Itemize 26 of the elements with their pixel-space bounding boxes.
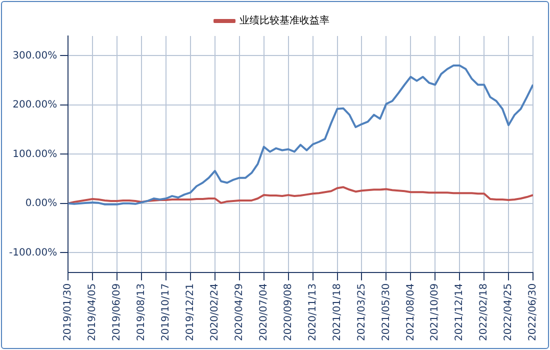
x-tick-label: 2021/01/18 [332, 283, 343, 342]
x-tick-label: 2021/08/04 [405, 283, 416, 342]
x-tick-label: 2021/12/14 [454, 283, 466, 342]
x-tick-label: 2019/08/13 [136, 283, 148, 342]
x-tick-label: 2020/04/29 [234, 283, 245, 342]
y-tick-label: 100.00% [12, 148, 58, 160]
legend-label: 业绩比较基准收益率 [240, 14, 330, 27]
x-tick-label: 2022/06/30 [528, 283, 539, 342]
x-tick-label: 2019/12/21 [185, 283, 196, 342]
x-tick-label: 2020/07/04 [258, 283, 270, 342]
x-tick-label: 2022/02/18 [478, 283, 490, 342]
x-tick-label: 2021/05/30 [380, 283, 392, 342]
x-tick-label: 2020/11/13 [307, 283, 318, 342]
x-tick-label: 2020/09/08 [282, 283, 294, 342]
x-tick-label: 2019/10/17 [160, 283, 172, 342]
x-tick-label: 2019/04/05 [87, 283, 98, 342]
y-tick-label: -100.00% [8, 247, 58, 258]
x-tick-label: 2020/02/24 [210, 283, 221, 342]
x-tick-label: 2019/01/30 [62, 283, 74, 342]
y-tick-label: 0.00% [25, 198, 58, 210]
y-tick-label: 200.00% [12, 100, 58, 111]
x-tick-label: 2021/10/09 [430, 283, 441, 342]
x-tick-label: 2019/06/09 [112, 283, 123, 342]
x-tick-label: 2021/03/25 [356, 283, 368, 342]
x-tick-label: 2022/04/25 [503, 283, 514, 342]
y-tick-label: 300.00% [12, 50, 58, 62]
